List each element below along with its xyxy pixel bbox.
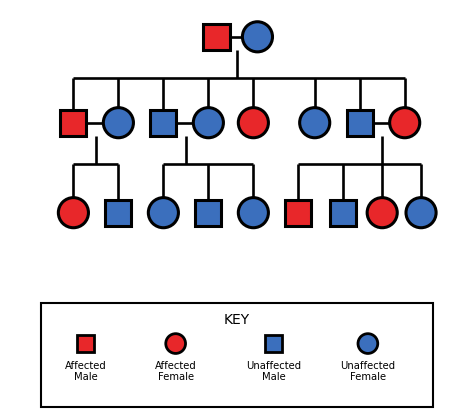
Ellipse shape <box>193 108 223 138</box>
Ellipse shape <box>390 108 420 138</box>
Text: KEY: KEY <box>224 313 250 327</box>
Ellipse shape <box>242 22 273 52</box>
Text: Affected
Male: Affected Male <box>65 361 107 382</box>
FancyBboxPatch shape <box>105 200 131 226</box>
Text: Unaffected
Female: Unaffected Female <box>340 361 395 382</box>
Ellipse shape <box>358 334 378 353</box>
Ellipse shape <box>406 198 436 228</box>
Ellipse shape <box>238 108 268 138</box>
FancyBboxPatch shape <box>285 200 311 226</box>
FancyBboxPatch shape <box>41 303 433 407</box>
FancyBboxPatch shape <box>265 335 283 352</box>
FancyBboxPatch shape <box>150 110 176 136</box>
FancyBboxPatch shape <box>203 24 229 50</box>
FancyBboxPatch shape <box>330 200 356 226</box>
Ellipse shape <box>238 198 268 228</box>
Ellipse shape <box>367 198 397 228</box>
Ellipse shape <box>58 198 89 228</box>
FancyBboxPatch shape <box>77 335 94 352</box>
Text: Affected
Female: Affected Female <box>155 361 197 382</box>
FancyBboxPatch shape <box>346 110 373 136</box>
FancyBboxPatch shape <box>60 110 86 136</box>
Ellipse shape <box>166 334 185 353</box>
Ellipse shape <box>103 108 134 138</box>
Ellipse shape <box>300 108 330 138</box>
Text: Unaffected
Male: Unaffected Male <box>246 361 301 382</box>
Ellipse shape <box>148 198 178 228</box>
FancyBboxPatch shape <box>195 200 221 226</box>
